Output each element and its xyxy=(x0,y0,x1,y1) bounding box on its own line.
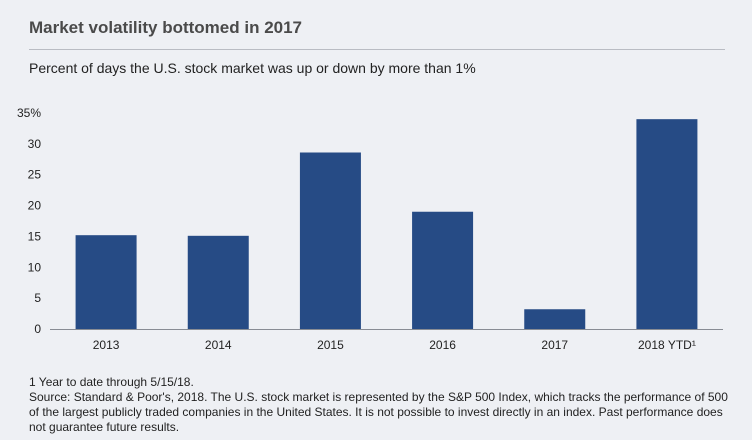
y-tick-label: 30 xyxy=(28,137,42,151)
bar-2015 xyxy=(299,152,361,329)
x-category-label: 2018 YTD¹ xyxy=(638,338,696,352)
bar-2013 xyxy=(75,235,137,329)
footnote-source: Source: Standard & Poor's, 2018. The U.S… xyxy=(29,390,728,434)
footnotes: 1 Year to date through 5/15/18. Source: … xyxy=(29,375,732,435)
y-tick-label: 0 xyxy=(34,322,41,336)
chart-title: Market volatility bottomed in 2017 xyxy=(29,18,303,37)
y-tick-label: 10 xyxy=(28,260,42,274)
bar-chart: 0 5 10 15 20 25 30 35% 2013 2014 2015 2016 2017 2018 … xyxy=(17,106,723,352)
x-category-label: 2013 xyxy=(93,338,120,352)
bar-2014 xyxy=(187,235,249,329)
x-category-label: 2014 xyxy=(205,338,232,352)
y-tick-label: 25 xyxy=(28,168,42,182)
y-tick-label: 15 xyxy=(28,229,42,243)
chart-subtitle: Percent of days the U.S. stock market wa… xyxy=(29,60,476,76)
x-category-label: 2016 xyxy=(429,338,456,352)
bar-2018 xyxy=(636,119,698,330)
x-category-label: 2017 xyxy=(541,338,568,352)
y-tick-label: 20 xyxy=(28,199,42,213)
title-divider xyxy=(29,49,725,50)
bar-2016 xyxy=(412,211,474,329)
y-tick-label: 35% xyxy=(17,106,41,120)
footnote-ytd: 1 Year to date through 5/15/18. xyxy=(29,375,194,389)
y-tick-label: 5 xyxy=(34,291,41,305)
bar-2017 xyxy=(524,309,586,329)
x-category-label: 2015 xyxy=(317,338,344,352)
